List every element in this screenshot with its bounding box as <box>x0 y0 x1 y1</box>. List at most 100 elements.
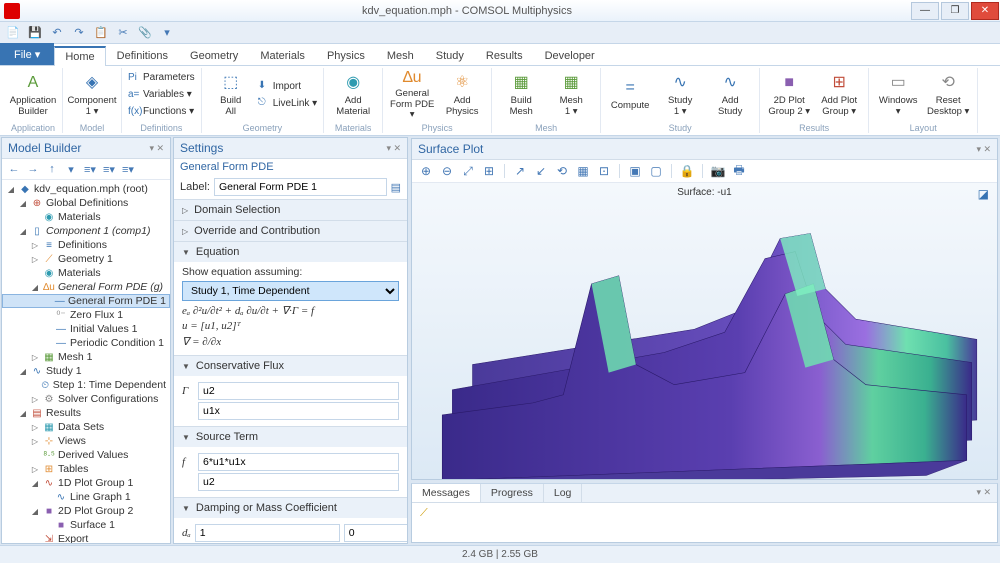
ribbon-small-button[interactable]: PiParameters <box>128 70 195 85</box>
tree-node[interactable]: ⏲Step 1: Time Dependent <box>2 378 170 392</box>
tab-developer[interactable]: Developer <box>534 46 606 65</box>
panel-pins[interactable]: ▾ ✕ <box>149 143 164 154</box>
tree-node[interactable]: ■Surface 1 <box>2 518 170 532</box>
tree-node[interactable]: ◢∆uGeneral Form PDE (g) <box>2 280 170 294</box>
tree-node[interactable]: ▷⊞Tables <box>2 462 170 476</box>
tree-node[interactable]: ◉Materials <box>2 266 170 280</box>
flux-1-input[interactable] <box>198 382 399 400</box>
graphics-tool-7[interactable]: ⟲ <box>554 163 570 179</box>
d12-input[interactable] <box>344 524 407 542</box>
mb-tool-3[interactable]: ▾ <box>63 161 79 177</box>
graphics-tool-11[interactable]: ▣ <box>627 163 643 179</box>
tree-node[interactable]: ◉Materials <box>2 210 170 224</box>
tree-node[interactable]: ▷⟋Geometry 1 <box>2 252 170 266</box>
file-tab[interactable]: File ▾ <box>0 43 54 65</box>
graphics-tool-0[interactable]: ⊕ <box>418 163 434 179</box>
tab-mesh[interactable]: Mesh <box>376 46 425 65</box>
graphics-tool-16[interactable]: 📷 <box>710 163 726 179</box>
panel-pins[interactable]: ▾ ✕ <box>386 143 401 154</box>
domain-section-header[interactable]: ▷Domain Selection <box>174 200 407 220</box>
tree-node[interactable]: ▷▦Mesh 1 <box>2 350 170 364</box>
maximize-button[interactable]: ❐ <box>941 2 969 20</box>
override-section-header[interactable]: ▷Override and Contribution <box>174 221 407 241</box>
label-input[interactable] <box>214 178 387 196</box>
ribbon-button[interactable]: ⬚BuildAll <box>208 69 254 121</box>
tree-node[interactable]: ∿Line Graph 1 <box>2 490 170 504</box>
damping-section-header[interactable]: ▼Damping or Mass Coefficient <box>174 498 407 518</box>
graphics-tool-1[interactable]: ⊖ <box>439 163 455 179</box>
ribbon-button[interactable]: ⊞Add PlotGroup ▾ <box>816 69 862 121</box>
tab-results[interactable]: Results <box>475 46 534 65</box>
tree-node[interactable]: ⁰⁻Zero Flux 1 <box>2 308 170 322</box>
tree-node[interactable]: ▷▦Data Sets <box>2 420 170 434</box>
ribbon-button[interactable]: ▦BuildMesh <box>498 69 544 121</box>
d11-input[interactable] <box>195 524 340 542</box>
qat-button-1[interactable]: 💾 <box>26 24 44 42</box>
graphics-tool-17[interactable]: 🖶 <box>731 163 747 179</box>
panel-pins[interactable]: ▾ ✕ <box>976 144 991 155</box>
ribbon-button[interactable]: =Compute <box>607 69 653 121</box>
qat-button-2[interactable]: ↶ <box>48 24 66 42</box>
tree-node[interactable]: ◢∿1D Plot Group 1 <box>2 476 170 490</box>
tree-node[interactable]: —Initial Values 1 <box>2 322 170 336</box>
qat-button-3[interactable]: ↷ <box>70 24 88 42</box>
graphics-tool-5[interactable]: ↗ <box>512 163 528 179</box>
tree-node[interactable]: ⇲Export <box>2 532 170 543</box>
goto-icon[interactable]: ▤ <box>391 181 401 194</box>
tree-node[interactable]: ▷≡Definitions <box>2 238 170 252</box>
flux-section-header[interactable]: ▼Conservative Flux <box>174 356 407 376</box>
source-section-header[interactable]: ▼Source Term <box>174 427 407 447</box>
tab-definitions[interactable]: Definitions <box>106 46 179 65</box>
study-select[interactable]: Study 1, Time Dependent <box>182 281 399 301</box>
ribbon-button[interactable]: ∿Study1 ▾ <box>657 69 703 121</box>
tab-physics[interactable]: Physics <box>316 46 376 65</box>
graphics-tool-6[interactable]: ↙ <box>533 163 549 179</box>
ribbon-button[interactable]: ▭Windows▾ <box>875 69 921 121</box>
mb-tool-0[interactable]: ← <box>6 161 22 177</box>
tree-node[interactable]: ◢◆kdv_equation.mph (root) <box>2 182 170 196</box>
qat-button-6[interactable]: 📎 <box>136 24 154 42</box>
plot-area[interactable]: Surface: -u1 ◪ <box>412 183 997 479</box>
graphics-tool-8[interactable]: ▦ <box>575 163 591 179</box>
qat-button-4[interactable]: 📋 <box>92 24 110 42</box>
qat-button-5[interactable]: ✂ <box>114 24 132 42</box>
qat-button-0[interactable]: 📄 <box>4 24 22 42</box>
tree-node[interactable]: ▷⊹Views <box>2 434 170 448</box>
graphics-tool-12[interactable]: ▢ <box>648 163 664 179</box>
model-tree[interactable]: ◢◆kdv_equation.mph (root)◢⊕Global Defini… <box>2 180 170 543</box>
mb-tool-1[interactable]: → <box>25 161 41 177</box>
msg-tab-messages[interactable]: Messages <box>412 484 481 502</box>
ribbon-small-button[interactable]: a=Variables ▾ <box>128 87 195 102</box>
ribbon-button[interactable]: ∿AddStudy <box>707 69 753 121</box>
equation-section-header[interactable]: ▼Equation <box>174 242 407 262</box>
graphics-tool-9[interactable]: ⊡ <box>596 163 612 179</box>
tree-node[interactable]: ◢▤Results <box>2 406 170 420</box>
graphics-tool-3[interactable]: ⊞ <box>481 163 497 179</box>
close-button[interactable]: ✕ <box>971 2 999 20</box>
minimize-button[interactable]: — <box>911 2 939 20</box>
panel-pins[interactable]: ▾ ✕ <box>970 484 997 502</box>
ribbon-small-button[interactable]: ⎋LiveLink ▾ <box>258 96 318 111</box>
tree-node[interactable]: ⁸·⁵Derived Values <box>2 448 170 462</box>
tree-node[interactable]: —General Form PDE 1 <box>2 294 170 308</box>
tree-node[interactable]: ▷⚙Solver Configurations <box>2 392 170 406</box>
ribbon-button[interactable]: ◈Component1 ▾ <box>69 69 115 121</box>
tab-materials[interactable]: Materials <box>249 46 316 65</box>
flux-2-input[interactable] <box>198 402 399 420</box>
tree-node[interactable]: ◢∿Study 1 <box>2 364 170 378</box>
ribbon-small-button[interactable]: ⬇Import <box>258 79 318 94</box>
qat-button-7[interactable]: ▾ <box>158 24 176 42</box>
graphics-tool-14[interactable]: 🔒 <box>679 163 695 179</box>
ribbon-button[interactable]: ▦Mesh1 ▾ <box>548 69 594 121</box>
msg-tab-log[interactable]: Log <box>544 484 583 502</box>
ribbon-button[interactable]: ⚛AddPhysics <box>439 69 485 121</box>
mb-tool-2[interactable]: ↑ <box>44 161 60 177</box>
ribbon-button[interactable]: ◉AddMaterial <box>330 69 376 121</box>
ribbon-button[interactable]: ■2D PlotGroup 2 ▾ <box>766 69 812 121</box>
src-2-input[interactable] <box>198 473 399 491</box>
tab-home[interactable]: Home <box>54 46 105 66</box>
ribbon-button[interactable]: ∆uGeneralForm PDE ▾ <box>389 69 435 121</box>
ribbon-button[interactable]: AApplicationBuilder <box>10 69 56 121</box>
tree-node[interactable]: —Periodic Condition 1 <box>2 336 170 350</box>
mb-tool-5[interactable]: ≡▾ <box>101 161 117 177</box>
